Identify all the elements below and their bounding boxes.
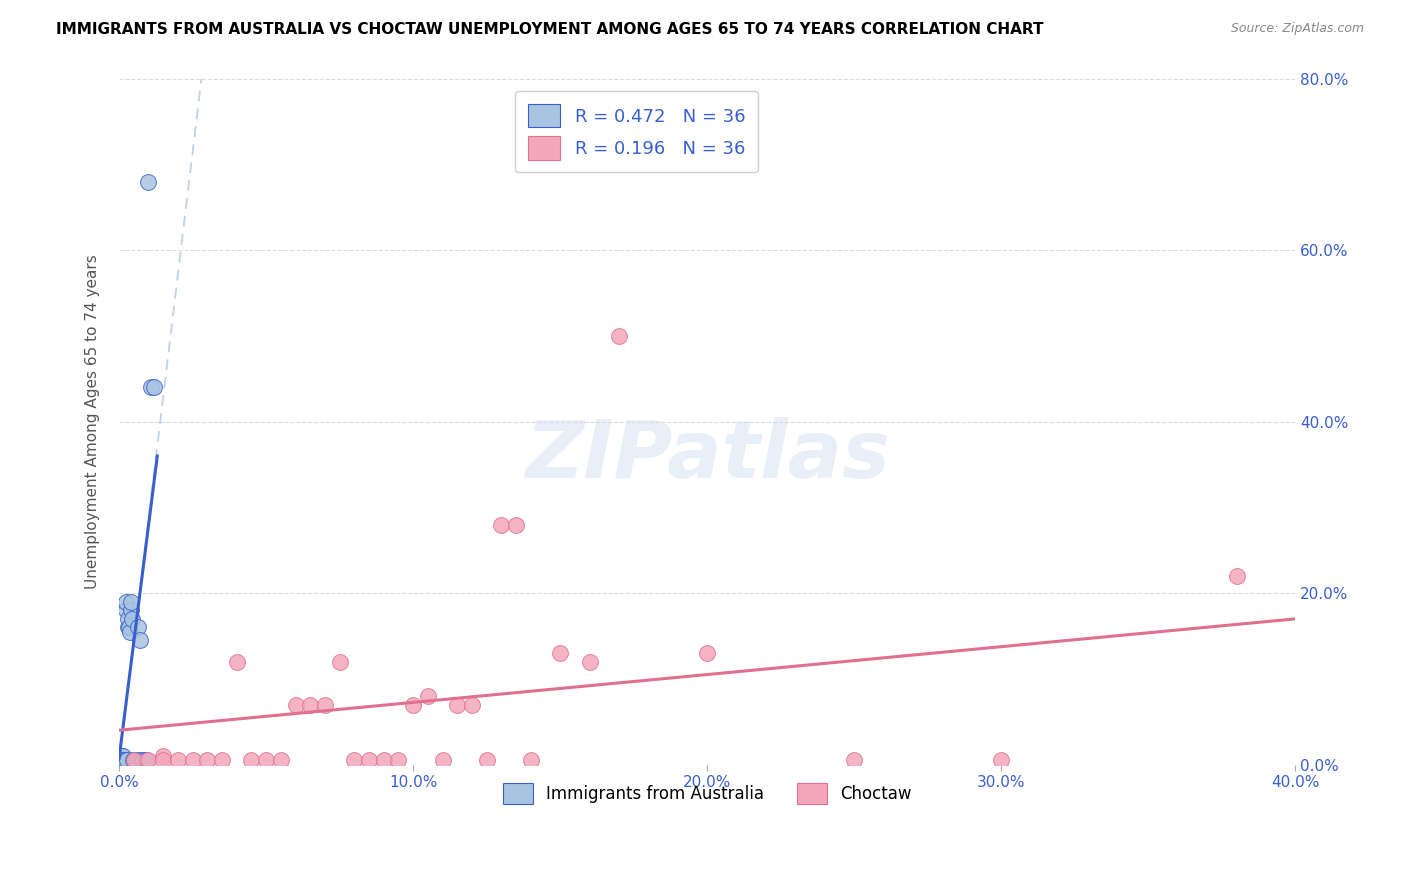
- Point: [402, 698, 425, 712]
- Point: [314, 698, 336, 712]
- Point: [240, 753, 263, 767]
- Point: [110, 748, 132, 763]
- Point: [118, 620, 141, 634]
- Point: [120, 603, 142, 617]
- Point: [152, 748, 174, 763]
- Point: [111, 748, 134, 763]
- Point: [167, 753, 190, 767]
- Point: [990, 753, 1012, 767]
- Point: [195, 753, 218, 767]
- Text: IMMIGRANTS FROM AUSTRALIA VS CHOCTAW UNEMPLOYMENT AMONG AGES 65 TO 74 YEARS CORR: IMMIGRANTS FROM AUSTRALIA VS CHOCTAW UNE…: [56, 22, 1043, 37]
- Point: [343, 753, 366, 767]
- Point: [138, 753, 160, 767]
- Point: [111, 753, 134, 767]
- Point: [270, 753, 292, 767]
- Point: [138, 175, 160, 189]
- Point: [141, 380, 163, 394]
- Point: [373, 753, 395, 767]
- Point: [548, 646, 571, 660]
- Y-axis label: Unemployment Among Ages 65 to 74 years: Unemployment Among Ages 65 to 74 years: [86, 254, 100, 589]
- Text: Source: ZipAtlas.com: Source: ZipAtlas.com: [1230, 22, 1364, 36]
- Point: [432, 753, 454, 767]
- Point: [844, 753, 866, 767]
- Point: [110, 753, 132, 767]
- Point: [475, 753, 498, 767]
- Point: [111, 753, 134, 767]
- Point: [124, 753, 146, 767]
- Point: [143, 380, 166, 394]
- Point: [491, 517, 513, 532]
- Point: [112, 753, 135, 767]
- Point: [696, 646, 718, 660]
- Text: ZIPatlas: ZIPatlas: [524, 417, 890, 495]
- Point: [129, 753, 152, 767]
- Point: [112, 753, 135, 767]
- Point: [112, 753, 135, 767]
- Point: [128, 633, 150, 648]
- Point: [112, 753, 135, 767]
- Point: [117, 620, 139, 634]
- Point: [122, 753, 145, 767]
- Point: [211, 753, 233, 767]
- Point: [110, 753, 132, 767]
- Point: [181, 753, 204, 767]
- Point: [1226, 569, 1249, 583]
- Point: [254, 753, 277, 767]
- Point: [122, 753, 145, 767]
- Point: [446, 698, 468, 712]
- Point: [387, 753, 409, 767]
- Point: [114, 753, 136, 767]
- Legend: Immigrants from Australia, Choctaw: Immigrants from Australia, Choctaw: [492, 773, 922, 814]
- Point: [416, 689, 439, 703]
- Point: [112, 748, 135, 763]
- Point: [607, 329, 630, 343]
- Point: [225, 655, 247, 669]
- Point: [111, 753, 134, 767]
- Point: [578, 655, 600, 669]
- Point: [131, 753, 153, 767]
- Point: [505, 517, 527, 532]
- Point: [520, 753, 543, 767]
- Point: [120, 595, 142, 609]
- Point: [152, 753, 174, 767]
- Point: [117, 612, 139, 626]
- Point: [329, 655, 352, 669]
- Point: [134, 753, 156, 767]
- Point: [125, 753, 148, 767]
- Point: [284, 698, 307, 712]
- Point: [115, 595, 138, 609]
- Point: [299, 698, 322, 712]
- Point: [461, 698, 484, 712]
- Point: [121, 612, 143, 626]
- Point: [127, 620, 149, 634]
- Point: [120, 624, 142, 639]
- Point: [115, 603, 138, 617]
- Point: [117, 753, 139, 767]
- Point: [357, 753, 380, 767]
- Point: [122, 753, 145, 767]
- Point: [111, 753, 134, 767]
